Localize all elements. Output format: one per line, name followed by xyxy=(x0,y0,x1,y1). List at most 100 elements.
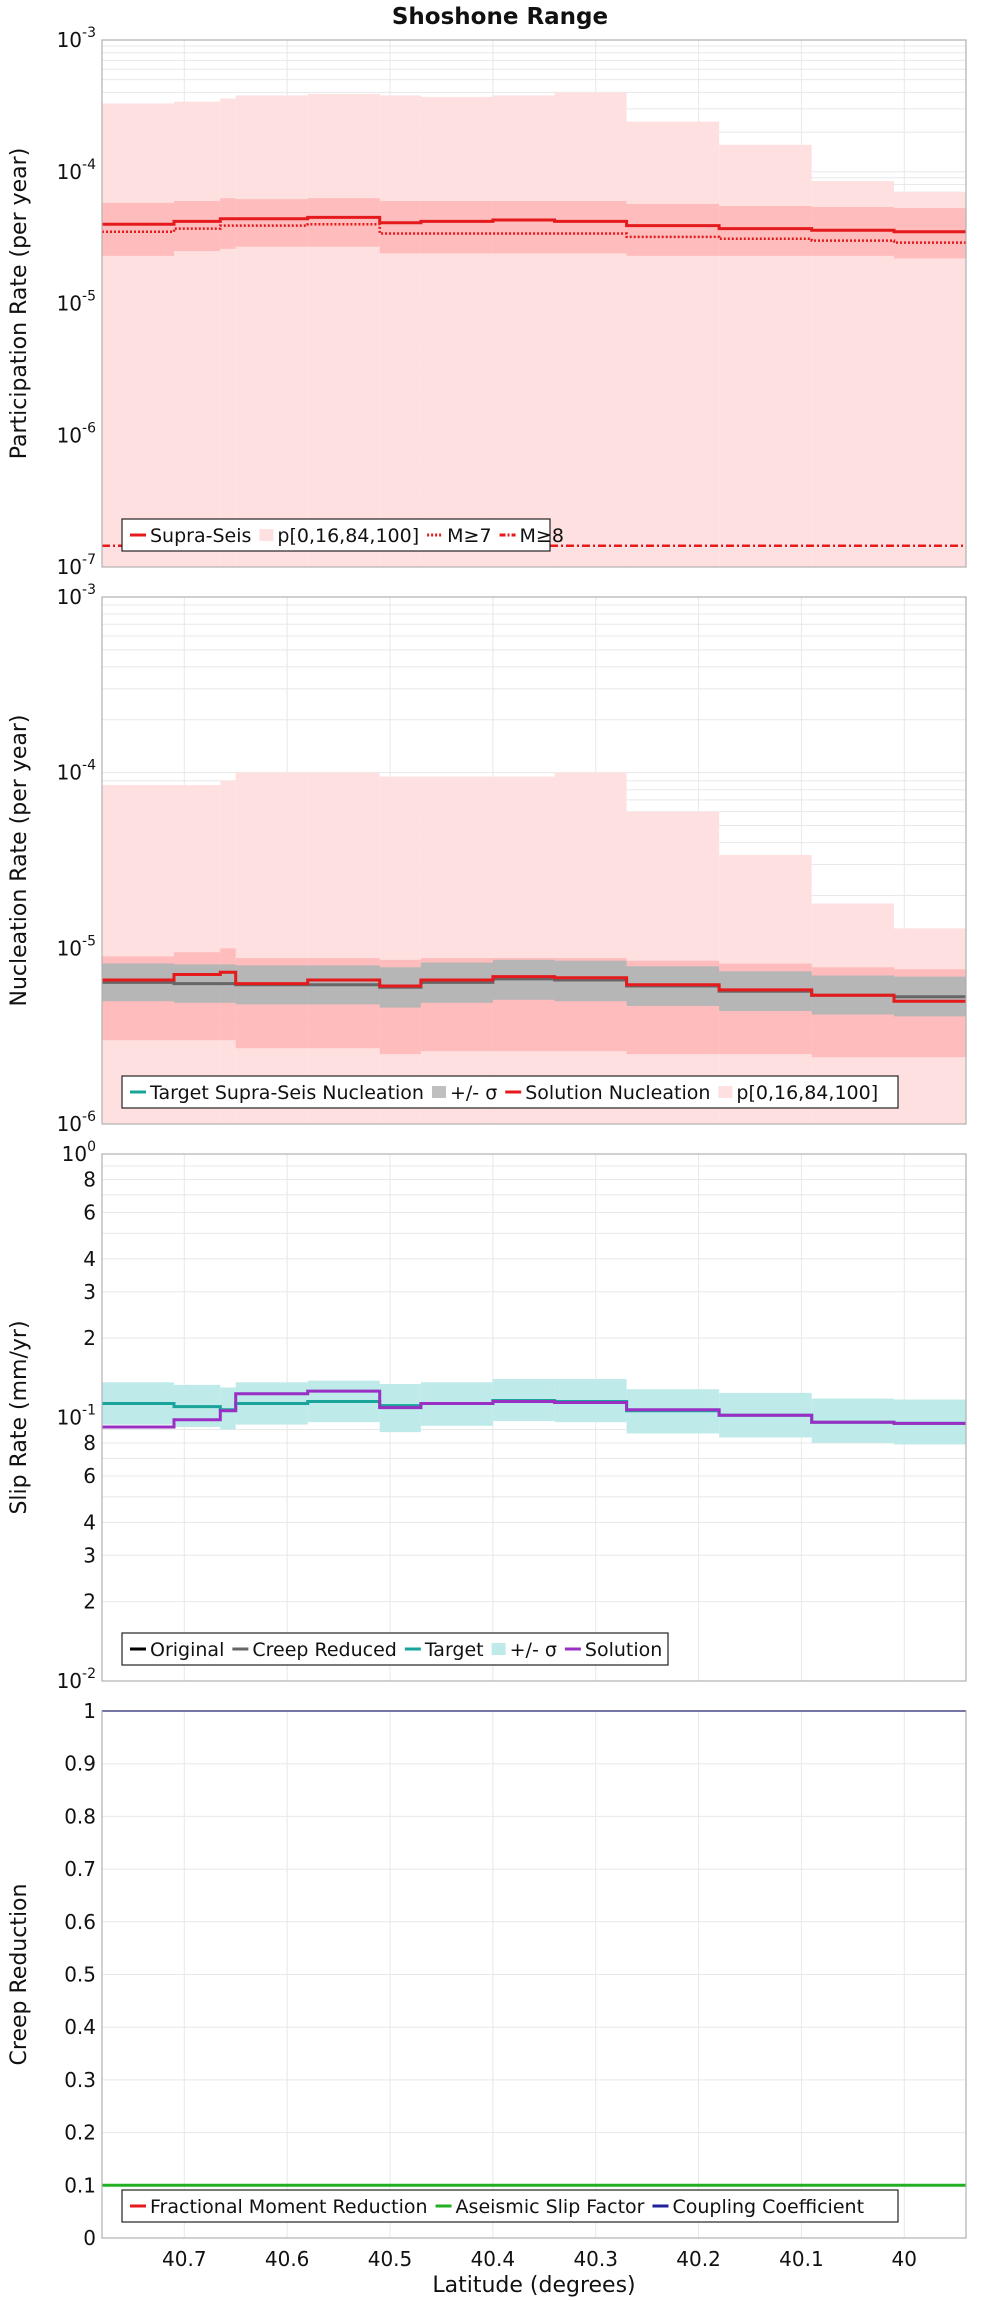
panel-frame-0 xyxy=(101,39,967,568)
p0-p100-band-7 xyxy=(492,776,555,1124)
legend-label-1-1: +/- σ xyxy=(450,1082,497,1104)
legend-label-2-4: Solution xyxy=(585,1639,662,1661)
p16-p84-band-1 xyxy=(174,200,221,252)
y-tick-label-3-6: 0.6 xyxy=(64,1910,96,1934)
p0-p100-band-4 xyxy=(307,772,380,1124)
y-tick-label-2-4: 6 xyxy=(83,1464,96,1488)
y-axis-title-nucleation: Nucleation Rate (per year) xyxy=(7,715,32,1007)
p0-p100-band-8 xyxy=(554,772,627,1124)
panel-frame-1 xyxy=(101,596,967,1125)
legend-label-3-0: Fractional Moment Reduction xyxy=(150,2196,428,2218)
legend-label-0-0: Supra-Seis xyxy=(150,525,251,547)
p0-p100-band-9 xyxy=(626,121,720,567)
legend-label-1-3: p[0,16,84,100] xyxy=(736,1082,878,1104)
x-tick-label-3: 40.4 xyxy=(471,2247,516,2271)
x-tick-label-2: 40.5 xyxy=(368,2247,413,2271)
legend-label-2-3: +/- σ xyxy=(510,1639,557,1661)
p16-p84-band-8 xyxy=(554,200,627,254)
legend-swatch-1-1 xyxy=(431,1086,446,1098)
y-tick-label-2-8: 3 xyxy=(83,1280,96,1304)
m7-line xyxy=(102,222,966,244)
p0-p100-band-7 xyxy=(492,95,555,567)
y-tick-label-2-6: 10-1 xyxy=(57,1403,96,1430)
x-tick-label-1: 40.6 xyxy=(265,2247,310,2271)
p16-p84-band-9 xyxy=(626,203,720,256)
panel-frame-3 xyxy=(101,1710,967,2239)
p0-p100-band-4 xyxy=(307,93,380,568)
legend-label-0-1: p[0,16,84,100] xyxy=(277,525,419,547)
y-tick-label-2-9: 4 xyxy=(83,1247,96,1271)
panel-creep: Fractional Moment Reduction Aseismic Slip… xyxy=(7,1699,967,2250)
y-tick-label-2-10: 6 xyxy=(83,1200,96,1224)
legend-label-3-1: Aseismic Slip Factor xyxy=(456,2196,645,2218)
y-tick-label-2-5: 8 xyxy=(83,1431,96,1455)
y-tick-label-2-7: 2 xyxy=(83,1326,96,1350)
y-tick-label-2-12: 100 xyxy=(62,1139,96,1166)
chart-title: Shoshone Range xyxy=(392,4,608,30)
panel-participation: Supra-Seis p[0,16,84,100] M≥7 M≥8 10-7 10-6 10… xyxy=(7,25,967,579)
p0-p100-band-6 xyxy=(420,96,493,568)
legend-box-3 xyxy=(121,2189,899,2223)
y-tick-label-2-3: 4 xyxy=(83,1510,96,1534)
y-tick-label-1-1: 10-5 xyxy=(57,933,96,960)
y-tick-label-2-11: 8 xyxy=(83,1168,96,1192)
p16-p84-band-3 xyxy=(235,199,308,247)
x-tick-label-7: 40 xyxy=(892,2247,917,2271)
x-tick-label-4: 40.3 xyxy=(573,2247,618,2271)
y-tick-label-3-1: 0.1 xyxy=(64,2173,96,2197)
p16-p84-band-2 xyxy=(220,198,236,249)
legend-swatch-0-1 xyxy=(259,529,274,541)
y-tick-label-0-0: 10-7 xyxy=(57,552,96,579)
p16-p84-band-6 xyxy=(420,200,493,254)
y-tick-label-3-10: 1 xyxy=(83,1699,96,1723)
y-tick-label-3-9: 0.9 xyxy=(64,1752,96,1776)
legend-label-0-2: M≥7 xyxy=(447,525,491,547)
p0-p100-band-8 xyxy=(554,92,627,568)
p0-p100-band-6 xyxy=(420,776,493,1124)
y-tick-label-0-4: 10-3 xyxy=(57,25,96,52)
solution-nucleation-line xyxy=(102,970,966,1003)
y-tick-label-3-5: 0.5 xyxy=(64,1963,96,1987)
y-tick-label-3-8: 0.8 xyxy=(64,1804,96,1828)
x-tick-label-5: 40.2 xyxy=(676,2247,721,2271)
legend-swatch-1-3 xyxy=(718,1086,733,1098)
chart-panels: Supra-Seis p[0,16,84,100] M≥7 M≥810-710-610… xyxy=(7,25,967,2271)
y-tick-label-3-3: 0.3 xyxy=(64,2068,96,2092)
y-tick-label-1-2: 10-4 xyxy=(57,758,97,785)
p16-p84-band-7 xyxy=(492,200,555,254)
p0-p100-band-5 xyxy=(379,95,421,567)
panel-nucleation: Target Supra-Seis Nucleation +/- σ Solutio… xyxy=(7,582,967,1136)
legend-label-1-2: Solution Nucleation xyxy=(525,1082,710,1104)
y-tick-label-2-2: 3 xyxy=(83,1543,96,1567)
y-tick-label-3-2: 0.2 xyxy=(64,2121,96,2145)
y-tick-label-0-1: 10-6 xyxy=(57,420,97,447)
y-tick-label-3-0: 0 xyxy=(83,2226,96,2250)
p0-p100-band-0 xyxy=(102,103,174,567)
y-tick-label-3-7: 0.7 xyxy=(64,1857,96,1881)
legend-label-2-2: Target xyxy=(424,1639,484,1661)
p16-p84-band-5 xyxy=(379,200,421,254)
y-axis-title-slip: Slip Rate (mm/yr) xyxy=(7,1320,32,1514)
panel-frame-2 xyxy=(101,1153,967,1682)
p0-p100-band-3 xyxy=(235,95,308,567)
y-tick-label-0-3: 10-4 xyxy=(57,157,97,184)
y-tick-label-1-3: 10-3 xyxy=(57,582,96,609)
legend-label-1-0: Target Supra-Seis Nucleation xyxy=(149,1082,424,1104)
legend-label-0-3: M≥8 xyxy=(520,525,564,547)
p0-p100-band-5 xyxy=(379,776,421,1124)
p16-p84-band-10 xyxy=(719,205,812,256)
y-axis-title-creep: Creep Reduction xyxy=(7,1884,32,2066)
y-tick-label-2-0: 10-2 xyxy=(57,1666,96,1693)
legend-swatch-2-3 xyxy=(491,1643,506,1655)
x-tick-label-6: 40.1 xyxy=(779,2247,824,2271)
legend-label-3-2: Coupling Coefficient xyxy=(672,2196,864,2218)
p16-p84-band-4 xyxy=(307,198,380,247)
p16-p84-band-0 xyxy=(102,202,174,256)
x-axis-title: Latitude (degrees) xyxy=(432,2273,635,2298)
supra-seis-line xyxy=(102,215,966,234)
y-tick-label-2-1: 2 xyxy=(83,1590,96,1614)
p0-p100-band-1 xyxy=(174,101,221,567)
y-tick-label-0-2: 10-5 xyxy=(57,289,96,316)
y-axis-title-participation: Participation Rate (per year) xyxy=(7,148,32,460)
